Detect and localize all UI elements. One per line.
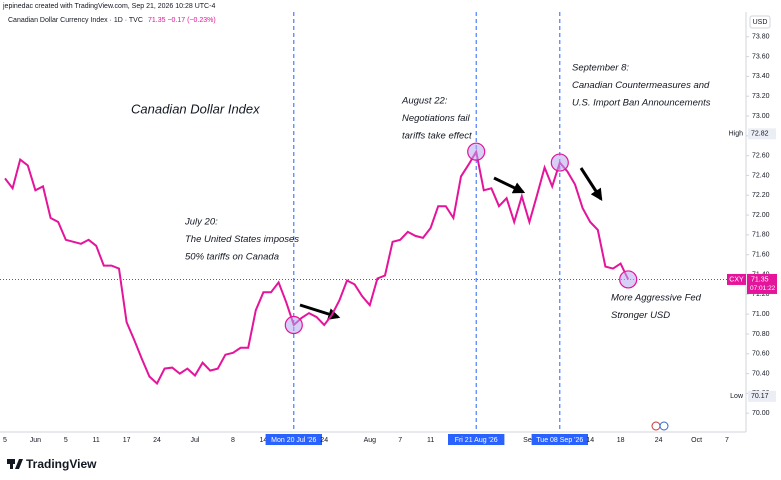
chart-title: Canadian Dollar Index	[131, 101, 260, 116]
x-tick-label: 14	[586, 437, 594, 444]
y-tick-label: 73.00	[752, 113, 770, 120]
y-tick-label: 71.00	[752, 311, 770, 318]
price-tag	[747, 273, 777, 294]
point-highlight	[467, 142, 486, 161]
annotation: 50% tariffs on Canada	[185, 252, 279, 263]
y-tick-label: 72.00	[752, 212, 770, 219]
x-tick-label: 24	[320, 437, 328, 444]
annotation: Canadian Countermeasures and	[572, 80, 710, 91]
x-tick-label: 5	[3, 437, 7, 444]
x-tick-label: Jun	[30, 437, 41, 444]
x-tick-label: 5	[64, 437, 68, 444]
y-tick-label: 73.40	[752, 73, 770, 80]
high-tag	[727, 128, 745, 140]
x-tick-highlight	[448, 434, 505, 445]
y-tick-label: 70.80	[752, 331, 770, 338]
annotation: Negotiations fail	[402, 113, 470, 124]
symbol-tag	[727, 273, 746, 285]
annotation: The United States imposes	[185, 234, 299, 245]
high-label: High	[729, 131, 744, 138]
annotation: More Aggressive Fed	[611, 293, 702, 304]
brand: TradingView	[26, 457, 97, 471]
y-tick-label: 72.20	[752, 192, 770, 199]
x-tick-label: 11	[93, 437, 100, 444]
y-tick-label: 70.00	[752, 410, 770, 417]
x-tick-highlight	[265, 434, 322, 445]
x-tick-label: 7	[398, 437, 402, 444]
y-tick-label: 73.20	[752, 93, 770, 100]
flag-icon	[651, 421, 661, 431]
currency: USD	[753, 19, 768, 26]
point-highlight	[619, 270, 638, 289]
high-value: 72.82	[751, 131, 769, 138]
x-tick-label: 24	[153, 437, 161, 444]
y-tick-label: 71.20	[752, 291, 770, 298]
x-tick-label: Sep	[523, 437, 536, 444]
flag-icon	[659, 421, 669, 431]
annotation: August 22:	[401, 96, 448, 107]
symbol: CXY	[729, 276, 744, 283]
logo-mark	[15, 459, 23, 469]
low-value: 70.17	[751, 393, 769, 400]
x-tick-label: 11	[427, 437, 434, 444]
y-tick-label: 72.40	[752, 172, 770, 179]
currency-box	[749, 15, 771, 29]
y-tick-label: 73.80	[752, 34, 770, 41]
x-tick-label: 7	[725, 437, 729, 444]
arrow	[579, 167, 603, 202]
y-tick-label: 72.60	[752, 152, 770, 159]
x-tick-label: 17	[123, 437, 131, 444]
x-tick-highlight	[531, 434, 588, 445]
legend-name: Canadian Dollar Currency Index · 1D · TV…	[8, 17, 143, 24]
annotation: September 8:	[572, 63, 629, 74]
price-line	[4, 148, 630, 386]
x-tick-label: 18	[617, 437, 625, 444]
point-highlight	[284, 315, 303, 335]
annotation: U.S. Import Ban Announcements	[572, 98, 711, 109]
x-tick-label: 14	[260, 437, 268, 444]
header: jepinedac created with TradingView.com, …	[2, 3, 215, 10]
high-value-tag	[748, 128, 776, 140]
legend-quote: 71.35 −0.17 (−0.23%)	[148, 17, 216, 24]
annotation: July 20:	[184, 217, 218, 228]
logo: TradingView	[7, 457, 97, 471]
point-highlight	[550, 153, 569, 172]
low-value-tag	[748, 390, 776, 402]
y-tick-label: 71.60	[752, 252, 770, 259]
x-tick-label: Jul	[191, 437, 200, 444]
y-tick-label: 71.80	[752, 232, 770, 239]
y-tick-label: 70.40	[752, 370, 770, 377]
x-tick-label: Tue 08 Sep '26	[536, 437, 583, 444]
x-tick-label: 8	[231, 437, 235, 444]
x-tick-label: Mon 20 Jul '26	[271, 437, 316, 444]
x-tick-label: Oct	[691, 437, 702, 444]
x-tick-label: Fri 21 Aug '26	[455, 437, 498, 444]
price-value: 71.35	[751, 276, 769, 283]
annotation: Stronger USD	[611, 310, 670, 321]
x-tick-label: 24	[655, 437, 663, 444]
flags	[651, 421, 669, 431]
y-tick-label: 70.60	[752, 351, 770, 358]
annotation: tariffs take effect	[402, 131, 472, 142]
x-tick-label: Aug	[364, 437, 377, 444]
low-label: Low	[730, 393, 744, 400]
logo-mark	[10, 459, 13, 469]
countdown: 07:01:22	[750, 285, 776, 292]
arrow	[493, 176, 526, 194]
low-tag	[727, 390, 745, 402]
y-tick-label: 73.60	[752, 53, 770, 60]
